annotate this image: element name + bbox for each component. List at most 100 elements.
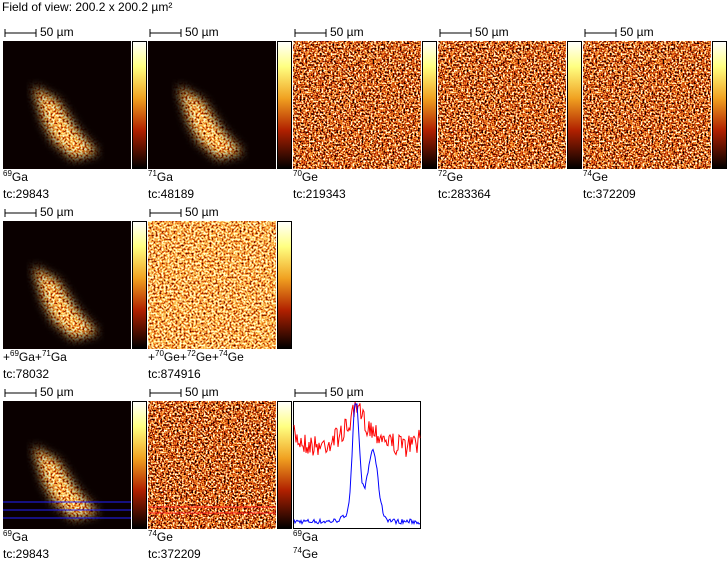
label-text: Ga — [157, 170, 173, 184]
scale-bar — [4, 29, 37, 37]
label-text: tc:219343 — [293, 187, 346, 201]
ion-image — [148, 221, 276, 349]
label-text: Ge — [157, 530, 173, 544]
panel: 50 µm 69Ga tc:29843 — [3, 25, 147, 201]
label-text: tc:48189 — [148, 187, 194, 201]
label-text: Ge+ — [164, 350, 187, 364]
panel-label: tc:372209 — [583, 187, 636, 201]
image-signal — [293, 41, 421, 169]
scale-bar — [149, 389, 182, 397]
image-signal — [3, 221, 131, 349]
panel-label: tc:372209 — [148, 547, 201, 561]
scale-bar — [584, 29, 617, 37]
scale-bar — [149, 29, 182, 37]
ion-image — [3, 221, 131, 349]
mass-number: 74 — [219, 349, 228, 358]
panel: 50 µm 72Ge tc:283364 — [438, 25, 582, 201]
color-bar — [277, 41, 292, 169]
image-signal — [148, 401, 276, 529]
panel: 50 µm 69Ga 74Ge — [293, 385, 421, 561]
panel-label: 69Ga — [3, 169, 28, 184]
scale-bar — [149, 209, 182, 217]
profile-frame — [293, 401, 421, 529]
mass-number: 69 — [3, 169, 12, 178]
ion-image — [148, 401, 276, 529]
label-text: Ge+ — [196, 350, 219, 364]
scale-bar — [4, 389, 37, 397]
image-signal — [148, 41, 276, 169]
ion-image — [438, 41, 566, 169]
panel-label: 74Ge — [148, 529, 173, 544]
panel-label: 74Ge — [293, 546, 318, 561]
scale-label: 50 µm — [185, 25, 219, 39]
profile-line — [293, 403, 421, 526]
panel-label: 71Ga — [148, 169, 173, 184]
panel: 50 µm 69Ga tc:29843 — [3, 385, 147, 561]
mass-number: 69 — [293, 529, 302, 538]
panel-label: tc:29843 — [3, 187, 49, 201]
panel-label: +69Ga+71Ga — [3, 349, 67, 364]
panel-label: 69Ga — [293, 529, 318, 544]
label-text: tc:29843 — [3, 547, 49, 561]
scale-bar — [294, 389, 327, 397]
color-bar — [132, 401, 147, 529]
label-text: tc:29843 — [3, 187, 49, 201]
ion-image — [3, 41, 131, 169]
panel: 50 µm 74Ge tc:372209 — [583, 25, 727, 201]
mass-number: 74 — [293, 546, 302, 555]
panel: 50 µm 71Ga tc:48189 — [148, 25, 292, 201]
mass-number: 71 — [148, 169, 157, 178]
panel: 50 µm 70Ge tc:219343 — [293, 25, 437, 201]
panel: 50 µm 74Ge tc:372209 — [148, 385, 292, 561]
ion-image — [3, 401, 131, 529]
scale-label: 50 µm — [330, 25, 364, 39]
mass-number: 70 — [293, 169, 302, 178]
scale-label: 50 µm — [185, 385, 219, 399]
color-bar — [277, 221, 292, 349]
panel-label: tc:219343 — [293, 187, 346, 201]
scale-label: 50 µm — [185, 205, 219, 219]
color-bar — [132, 221, 147, 349]
label-text: Ga — [51, 350, 67, 364]
image-signal — [3, 401, 131, 529]
panel-label: tc:29843 — [3, 547, 49, 561]
mass-number: 74 — [148, 529, 157, 538]
image-signal — [148, 221, 276, 349]
ion-image — [148, 41, 276, 169]
panel-label: tc:48189 — [148, 187, 194, 201]
mass-number: 69 — [10, 349, 19, 358]
image-signal — [3, 41, 131, 169]
mass-number: 70 — [155, 349, 164, 358]
label-text: tc:283364 — [438, 187, 491, 201]
color-bar — [567, 41, 582, 169]
scale-label: 50 µm — [40, 205, 74, 219]
panel-label: tc:283364 — [438, 187, 491, 201]
label-text: tc:874916 — [148, 367, 201, 381]
label-text: Ga+ — [19, 350, 42, 364]
scale-label: 50 µm — [330, 385, 364, 399]
mass-number: 72 — [438, 169, 447, 178]
label-text: tc:78032 — [3, 367, 49, 381]
label-text: Ge — [228, 350, 244, 364]
label-text: Ge — [302, 547, 318, 561]
ion-image — [293, 41, 421, 169]
panel-label: 70Ge — [293, 169, 318, 184]
scale-bar — [4, 209, 37, 217]
panel-label: tc:874916 — [148, 367, 201, 381]
label-text: Ga — [12, 530, 28, 544]
panel-label: 72Ge — [438, 169, 463, 184]
color-bar — [712, 41, 727, 169]
mass-number: 71 — [42, 349, 51, 358]
scale-label: 50 µm — [40, 385, 74, 399]
scale-label: 50 µm — [475, 25, 509, 39]
panel-label: tc:78032 — [3, 367, 49, 381]
scale-bar — [294, 29, 327, 37]
color-bar — [277, 401, 292, 529]
mass-number: 69 — [3, 529, 12, 538]
scale-label: 50 µm — [620, 25, 654, 39]
label-text: tc:372209 — [148, 547, 201, 561]
field-of-view: Field of view: 200.2 x 200.2 µm² — [2, 0, 172, 14]
